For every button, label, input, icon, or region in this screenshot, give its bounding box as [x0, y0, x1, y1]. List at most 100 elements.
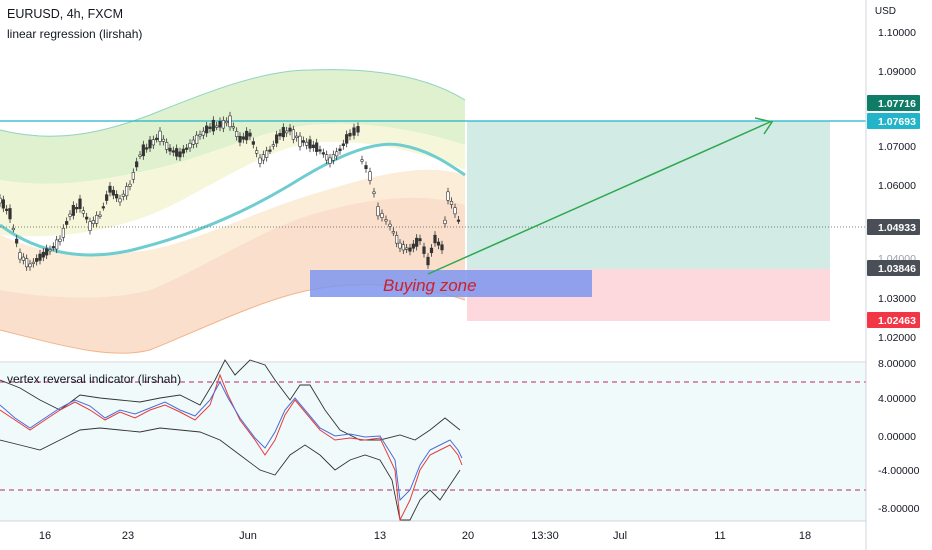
candle	[121, 190, 125, 201]
sub-pane-scale[interactable]: 8.00000 4.00000 0.00000 -4.00000 -8.00000	[878, 358, 920, 515]
price-tick-label: 1.06000	[878, 180, 916, 192]
time-tick-label: Jun	[239, 530, 257, 542]
candle	[238, 132, 242, 147]
candle	[356, 122, 360, 137]
candle	[165, 138, 169, 154]
candle	[161, 135, 165, 146]
candle	[48, 245, 52, 255]
price-tick-label: 1.03000	[878, 293, 916, 305]
candle	[408, 243, 412, 256]
candle	[228, 111, 232, 131]
time-scale[interactable]: 16 23 Jun 13 20 13:30 Jul 11 18	[39, 530, 811, 542]
candle	[422, 242, 426, 258]
candle	[295, 132, 299, 142]
candle	[205, 121, 209, 137]
candle	[258, 153, 262, 168]
candle	[11, 224, 15, 233]
sub-tick-label: -8.00000	[878, 503, 920, 515]
time-tick-label: 13	[374, 530, 386, 542]
candle	[91, 216, 95, 228]
sub-pane-legend[interactable]: vertex reversal indicator (lirshah)	[7, 372, 182, 386]
candle	[85, 213, 89, 224]
candle	[41, 248, 45, 262]
candle	[331, 150, 335, 165]
candle	[248, 129, 252, 141]
candle	[325, 150, 329, 165]
candle	[1, 195, 5, 213]
indicator-legend[interactable]: linear regression (lirshah)	[7, 27, 143, 41]
candle	[105, 190, 109, 205]
candle	[138, 150, 142, 160]
candle	[443, 216, 447, 228]
candle	[218, 117, 222, 132]
candle	[255, 146, 259, 158]
price-marker-current-price: 1.04933	[867, 219, 920, 235]
candle	[335, 147, 339, 160]
symbol-legend[interactable]: EURUSD, 4h, FXCM	[7, 7, 123, 21]
candle	[215, 121, 219, 131]
candle	[364, 161, 368, 173]
candle	[81, 206, 85, 218]
time-tick-label: 23	[122, 530, 134, 542]
candle	[118, 194, 122, 206]
candle	[352, 123, 356, 140]
candle	[55, 235, 59, 254]
candle	[318, 145, 322, 155]
candle	[21, 253, 25, 265]
candle	[221, 116, 225, 133]
svg-text:1.03846: 1.03846	[878, 263, 916, 275]
candle	[148, 135, 152, 153]
candle	[288, 124, 292, 136]
candle	[198, 130, 202, 140]
candle	[8, 204, 12, 223]
time-tick-label: Jul	[613, 530, 627, 542]
candle	[298, 132, 302, 151]
candle	[281, 123, 285, 141]
time-tick-label: 11	[714, 530, 725, 542]
candle	[308, 135, 312, 153]
candle	[275, 130, 279, 148]
candle	[265, 146, 269, 162]
candle	[45, 244, 49, 260]
candle	[338, 144, 342, 155]
candle	[271, 140, 275, 150]
candle	[28, 259, 32, 271]
candle	[446, 187, 450, 205]
time-tick-label: 18	[799, 530, 811, 542]
candle	[436, 237, 441, 250]
candle	[305, 138, 309, 150]
inner-lower-band	[0, 169, 465, 298]
candle	[360, 155, 364, 165]
candle	[401, 240, 405, 254]
candle	[18, 248, 22, 264]
candle	[411, 240, 415, 253]
price-marker-stop-loss: 1.02463	[867, 312, 920, 328]
price-marker-last-price: 1.07716	[867, 95, 920, 111]
candle	[398, 239, 402, 253]
outer-lower-band	[0, 197, 465, 354]
candle	[341, 139, 345, 150]
candle	[453, 203, 457, 218]
svg-text:1.04933: 1.04933	[878, 222, 916, 234]
candle	[261, 150, 265, 165]
candle	[440, 240, 444, 254]
sub-tick-label: 4.00000	[878, 393, 916, 405]
candle	[111, 186, 115, 200]
candle	[376, 202, 380, 220]
regression-midline	[0, 142, 466, 257]
candle	[449, 197, 454, 209]
trend-arrow[interactable]	[427, 117, 774, 275]
buying-zone-box[interactable]	[310, 270, 592, 297]
indicator-red	[0, 373, 463, 522]
currency-label: USD	[874, 6, 896, 17]
price-scale[interactable]: 1.10000 1.09000 1.07000 1.06000 1.03000 1.020…	[878, 27, 916, 344]
target-zone[interactable]	[467, 121, 830, 269]
candle	[78, 194, 82, 213]
candle	[188, 139, 192, 152]
candle	[301, 136, 305, 147]
indicator-black-upper	[0, 359, 461, 441]
candle	[418, 234, 422, 245]
candle	[185, 143, 189, 153]
candle	[395, 231, 399, 248]
